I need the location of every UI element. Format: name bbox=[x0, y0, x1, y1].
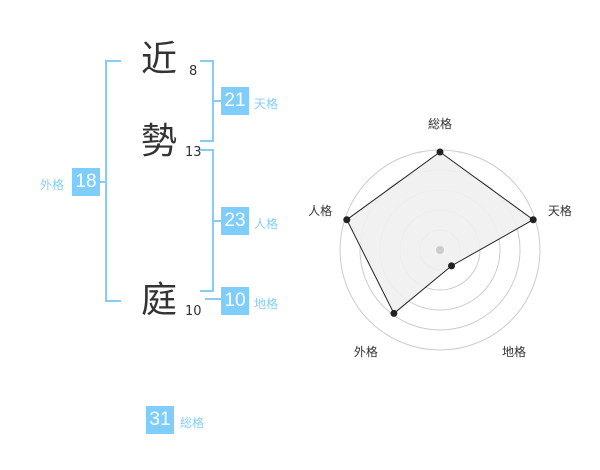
jinkaku-connector bbox=[212, 220, 221, 222]
radar-axis-label: 地格 bbox=[502, 344, 526, 359]
name-char-1: 近 bbox=[141, 39, 178, 80]
radar-point bbox=[448, 262, 456, 270]
radar-point bbox=[529, 216, 537, 224]
radar-point bbox=[436, 148, 444, 156]
radar-point bbox=[343, 216, 351, 224]
chikaku-value: 10 bbox=[221, 287, 249, 315]
name-char-3: 庭 bbox=[141, 280, 178, 321]
radar-axis-label: 外格 bbox=[354, 344, 378, 359]
radar-area bbox=[346, 151, 535, 315]
gaikaku-value: 18 bbox=[72, 168, 100, 196]
jinkaku-label: 人格 bbox=[254, 217, 279, 231]
chikaku-connector bbox=[205, 298, 221, 300]
stroke-count-1: 8 bbox=[189, 64, 198, 79]
stroke-count-2: 13 bbox=[185, 145, 202, 160]
tenkaku-connector bbox=[212, 100, 221, 102]
radar-center bbox=[436, 246, 444, 254]
tenkaku-value: 21 bbox=[221, 87, 249, 115]
gaikaku-connector bbox=[100, 181, 105, 183]
name-char-2: 勢 bbox=[141, 121, 178, 162]
tenkaku-label: 天格 bbox=[254, 97, 279, 111]
radar-axis-label: 天格 bbox=[548, 203, 572, 218]
gaikaku-bracket bbox=[105, 60, 121, 302]
gaikaku-label: 外格 bbox=[40, 178, 65, 192]
radar-point bbox=[390, 309, 398, 317]
chikaku-label: 地格 bbox=[254, 297, 279, 311]
jinkaku-value: 23 bbox=[221, 207, 249, 235]
soukaku-label: 総格 bbox=[180, 416, 205, 430]
soukaku-value: 31 bbox=[146, 406, 174, 434]
radar-axis-label: 人格 bbox=[308, 203, 332, 218]
stroke-count-3: 10 bbox=[185, 304, 202, 319]
radar-axis-label: 総格 bbox=[428, 116, 452, 131]
